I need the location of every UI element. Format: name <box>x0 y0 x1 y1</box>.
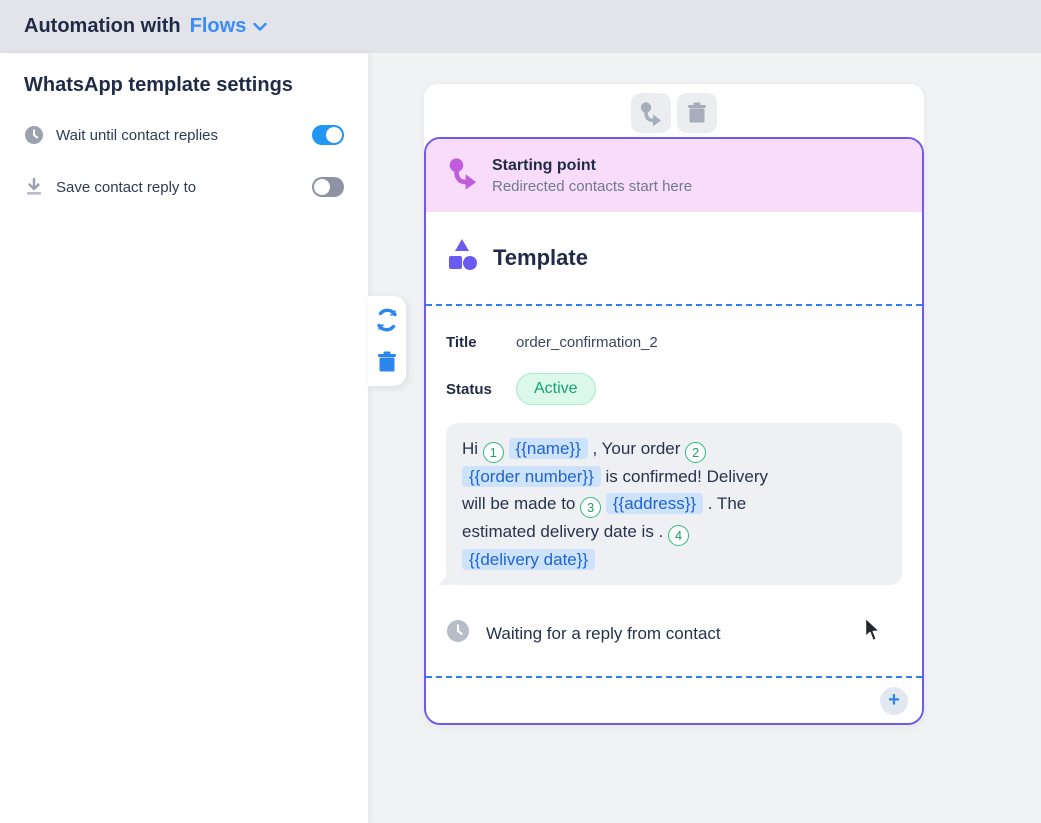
status-badge: Active <box>516 373 596 405</box>
message-text: is confirmed! Delivery <box>605 467 769 486</box>
flow-side-toolbar <box>368 296 406 386</box>
title-field-value: order_confirmation_2 <box>516 334 658 351</box>
add-step-button[interactable]: + <box>880 686 908 715</box>
message-preview-bubble: Hi 1 {{name}} , Your order 2 {{order num… <box>438 423 902 585</box>
variable-number-badge: 4 <box>668 525 689 546</box>
variable-number-badge: 1 <box>482 442 504 463</box>
node-footer: + <box>426 676 922 723</box>
starting-point-title: Starting point <box>492 156 596 174</box>
save-contact-reply-toggle[interactable] <box>312 177 344 197</box>
status-field-row: Status Active <box>446 373 902 405</box>
option-wait-until-contact-replies: Wait until contact replies <box>24 123 344 147</box>
message-text: estimated delivery date is . <box>462 522 664 541</box>
option-save-contact-reply: Save contact reply to <box>24 175 344 199</box>
variable-chip: {{delivery date}} <box>462 549 596 570</box>
message-text: , Your order <box>592 439 681 458</box>
variable-number-badge: 3 <box>580 497 602 518</box>
app-header: Automation with Flows <box>0 0 1041 53</box>
option-label: Save contact reply to <box>56 178 197 196</box>
chevron-down-icon <box>253 22 268 32</box>
waiting-row: Waiting for a reply from contact <box>446 619 902 648</box>
node-toolbar <box>424 93 924 133</box>
template-node-card[interactable]: Starting point Redirected contacts start… <box>424 137 924 725</box>
template-section-header: Template <box>426 212 922 304</box>
variable-number-badge: 2 <box>685 442 707 463</box>
flows-dropdown[interactable]: Flows <box>190 15 268 38</box>
trash-icon[interactable] <box>677 93 717 133</box>
variable-chip: {{address}} <box>605 493 704 514</box>
shapes-icon <box>446 238 478 277</box>
title-field-row: Title order_confirmation_2 <box>446 334 902 351</box>
title-field-label: Title <box>446 334 477 351</box>
dashed-divider-top <box>426 304 922 306</box>
redirect-icon <box>446 155 480 196</box>
variable-chip: {{order number}} <box>462 466 601 487</box>
sidebar-heading: WhatsApp template settings <box>24 74 293 96</box>
settings-sidebar: WhatsApp template settings Wait until co… <box>0 53 368 823</box>
refresh-icon[interactable] <box>373 306 401 334</box>
wait-until-replies-toggle[interactable] <box>312 125 344 145</box>
starting-point-banner: Starting point Redirected contacts start… <box>426 139 922 212</box>
download-icon <box>24 177 44 197</box>
message-text: Hi <box>462 439 479 458</box>
redirect-icon[interactable] <box>631 93 671 133</box>
clock-icon <box>446 619 470 648</box>
message-text: . The <box>707 494 747 513</box>
template-node-body: Title order_confirmation_2 Status Active… <box>426 306 922 676</box>
variable-chip: {{name}} <box>508 438 588 459</box>
option-label: Wait until contact replies <box>56 126 219 144</box>
page-title: Automation with <box>24 15 181 37</box>
flows-dropdown-label: Flows <box>189 15 247 37</box>
message-text: will be made to <box>462 494 576 513</box>
flow-node: Starting point Redirected contacts start… <box>424 84 924 725</box>
starting-point-subtitle: Redirected contacts start here <box>492 177 693 195</box>
waiting-label: Waiting for a reply from contact <box>486 623 721 643</box>
clock-icon <box>24 125 44 145</box>
trash-icon[interactable] <box>373 348 401 376</box>
template-section-title: Template <box>493 244 588 270</box>
status-field-label: Status <box>446 380 492 398</box>
